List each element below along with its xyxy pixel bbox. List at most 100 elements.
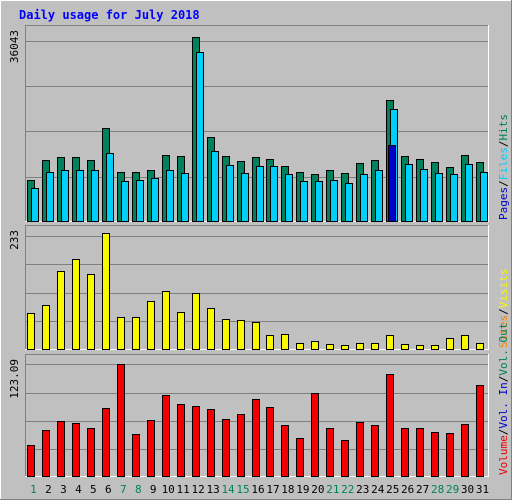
bar-volume-day-25 bbox=[386, 374, 394, 477]
bar-visits-day-8 bbox=[132, 317, 140, 350]
x-tick-label: 2 bbox=[45, 483, 52, 496]
bar-visits-day-16 bbox=[252, 322, 260, 350]
x-tick-label: 1 bbox=[30, 483, 37, 496]
bar-files-day-22 bbox=[345, 183, 353, 222]
panel-middle: 233 bbox=[8, 225, 489, 350]
x-tick-label: 4 bbox=[75, 483, 82, 496]
x-tick-label: 27 bbox=[416, 483, 429, 496]
x-tick-label: 10 bbox=[162, 483, 175, 496]
bar-volume-day-10 bbox=[162, 395, 170, 477]
bar-volume-day-4 bbox=[72, 423, 80, 477]
chart-title: Daily usage for July 2018 bbox=[19, 8, 200, 22]
bar-files-day-23 bbox=[360, 174, 368, 222]
bar-files-day-17 bbox=[270, 166, 278, 222]
bar-volume-day-17 bbox=[266, 407, 274, 477]
bar-volume-day-21 bbox=[326, 428, 334, 477]
bar-volume-day-1 bbox=[27, 445, 35, 477]
legend-separator: / bbox=[497, 376, 510, 383]
bar-files-day-28 bbox=[435, 173, 443, 222]
legend-item-files: Files bbox=[497, 147, 510, 180]
bar-volume-day-5 bbox=[87, 428, 95, 477]
bar-visits-day-9 bbox=[147, 301, 155, 350]
bar-visits-day-26 bbox=[401, 344, 409, 350]
legend-separator: / bbox=[497, 429, 510, 436]
bar-volume-day-29 bbox=[446, 433, 454, 477]
x-tick-label: 13 bbox=[206, 483, 219, 496]
bar-volume-day-22 bbox=[341, 440, 349, 477]
bar-files-day-4 bbox=[76, 170, 84, 222]
bar-volume-day-11 bbox=[177, 404, 185, 477]
bar-files-day-11 bbox=[181, 173, 189, 222]
panel-bottom: 123.09 bbox=[8, 354, 489, 477]
bar-volume-day-9 bbox=[147, 420, 155, 477]
bar-files-day-18 bbox=[285, 174, 293, 222]
bar-visits-day-4 bbox=[72, 259, 80, 350]
bar-files-day-26 bbox=[405, 164, 413, 222]
bar-volume-day-14 bbox=[222, 419, 230, 477]
legend-item-visits: Visits bbox=[497, 269, 510, 309]
bar-visits-day-28 bbox=[431, 345, 439, 350]
bar-visits-day-22 bbox=[341, 345, 349, 350]
bar-visits-day-19 bbox=[296, 343, 304, 350]
y-max-label: 123.09 bbox=[8, 359, 21, 399]
bar-files-day-5 bbox=[91, 170, 99, 222]
x-tick-label: 29 bbox=[446, 483, 459, 496]
legend-separator: / bbox=[497, 308, 510, 315]
x-tick-label: 8 bbox=[135, 483, 142, 496]
legend-bottom: Volume/Vol. In/Vol. Out bbox=[497, 323, 510, 475]
x-tick-label: 19 bbox=[296, 483, 309, 496]
legend-item-pages: Pages bbox=[497, 187, 510, 220]
bar-visits-day-27 bbox=[416, 345, 424, 350]
x-tick-label: 14 bbox=[221, 483, 235, 496]
bar-visits-day-17 bbox=[266, 335, 274, 350]
x-tick-label: 21 bbox=[326, 483, 339, 496]
legend-middle: Sites/Visits bbox=[497, 269, 510, 349]
legend-separator: / bbox=[497, 141, 510, 148]
bar-visits-day-21 bbox=[326, 344, 334, 350]
x-tick-label: 5 bbox=[90, 483, 97, 496]
x-tick-label: 31 bbox=[476, 483, 489, 496]
x-axis-labels: 1 2 3 4 5 6 7 8 9 10 11 12 13 14 15 16 17 18 19 20 21 22 23 24 2… bbox=[30, 483, 489, 496]
bar-files-day-2 bbox=[46, 172, 54, 222]
bar-files-day-9 bbox=[151, 178, 159, 222]
bar-volume-day-19 bbox=[296, 438, 304, 477]
legend-item-vol-out: Vol. Out bbox=[497, 323, 510, 376]
bar-volume-day-7 bbox=[117, 364, 125, 477]
bar-volume-day-27 bbox=[416, 428, 424, 477]
bar-files-day-13 bbox=[211, 151, 219, 222]
bar-volume-day-26 bbox=[401, 428, 409, 477]
x-tick-label: 15 bbox=[236, 483, 249, 496]
x-tick-label: 6 bbox=[105, 483, 112, 496]
bar-files-day-15 bbox=[241, 173, 249, 222]
bar-visits-day-30 bbox=[461, 335, 469, 350]
bar-volume-day-8 bbox=[132, 434, 140, 477]
bar-files-day-20 bbox=[315, 181, 323, 222]
bar-visits-day-20 bbox=[311, 341, 319, 350]
bar-volume-day-15 bbox=[237, 414, 245, 477]
bar-visits-day-7 bbox=[117, 317, 125, 350]
bar-files-day-29 bbox=[450, 174, 458, 222]
x-tick-label: 16 bbox=[251, 483, 264, 496]
bar-visits-day-15 bbox=[237, 320, 245, 350]
bar-visits-day-5 bbox=[87, 274, 95, 350]
legend-item-volume: Volume bbox=[497, 435, 510, 475]
bar-visits-day-6 bbox=[102, 233, 110, 350]
bar-files-day-7 bbox=[121, 181, 129, 222]
bar-files-day-10 bbox=[166, 170, 174, 222]
x-tick-label: 17 bbox=[266, 483, 279, 496]
bar-volume-day-24 bbox=[371, 425, 379, 477]
bar-files-day-12 bbox=[196, 52, 204, 222]
x-tick-label: 25 bbox=[386, 483, 399, 496]
x-tick-label: 20 bbox=[311, 483, 324, 496]
bar-visits-day-1 bbox=[27, 313, 35, 350]
bar-files-day-6 bbox=[106, 153, 114, 222]
x-tick-label: 28 bbox=[431, 483, 444, 496]
bar-files-day-19 bbox=[300, 181, 308, 222]
bar-files-day-31 bbox=[480, 172, 488, 222]
bar-files-day-1 bbox=[31, 188, 39, 222]
x-tick-label: 11 bbox=[177, 483, 190, 496]
bar-visits-day-23 bbox=[356, 343, 364, 350]
x-tick-label: 3 bbox=[60, 483, 67, 496]
x-tick-label: 26 bbox=[401, 483, 414, 496]
x-tick-label: 12 bbox=[192, 483, 205, 496]
